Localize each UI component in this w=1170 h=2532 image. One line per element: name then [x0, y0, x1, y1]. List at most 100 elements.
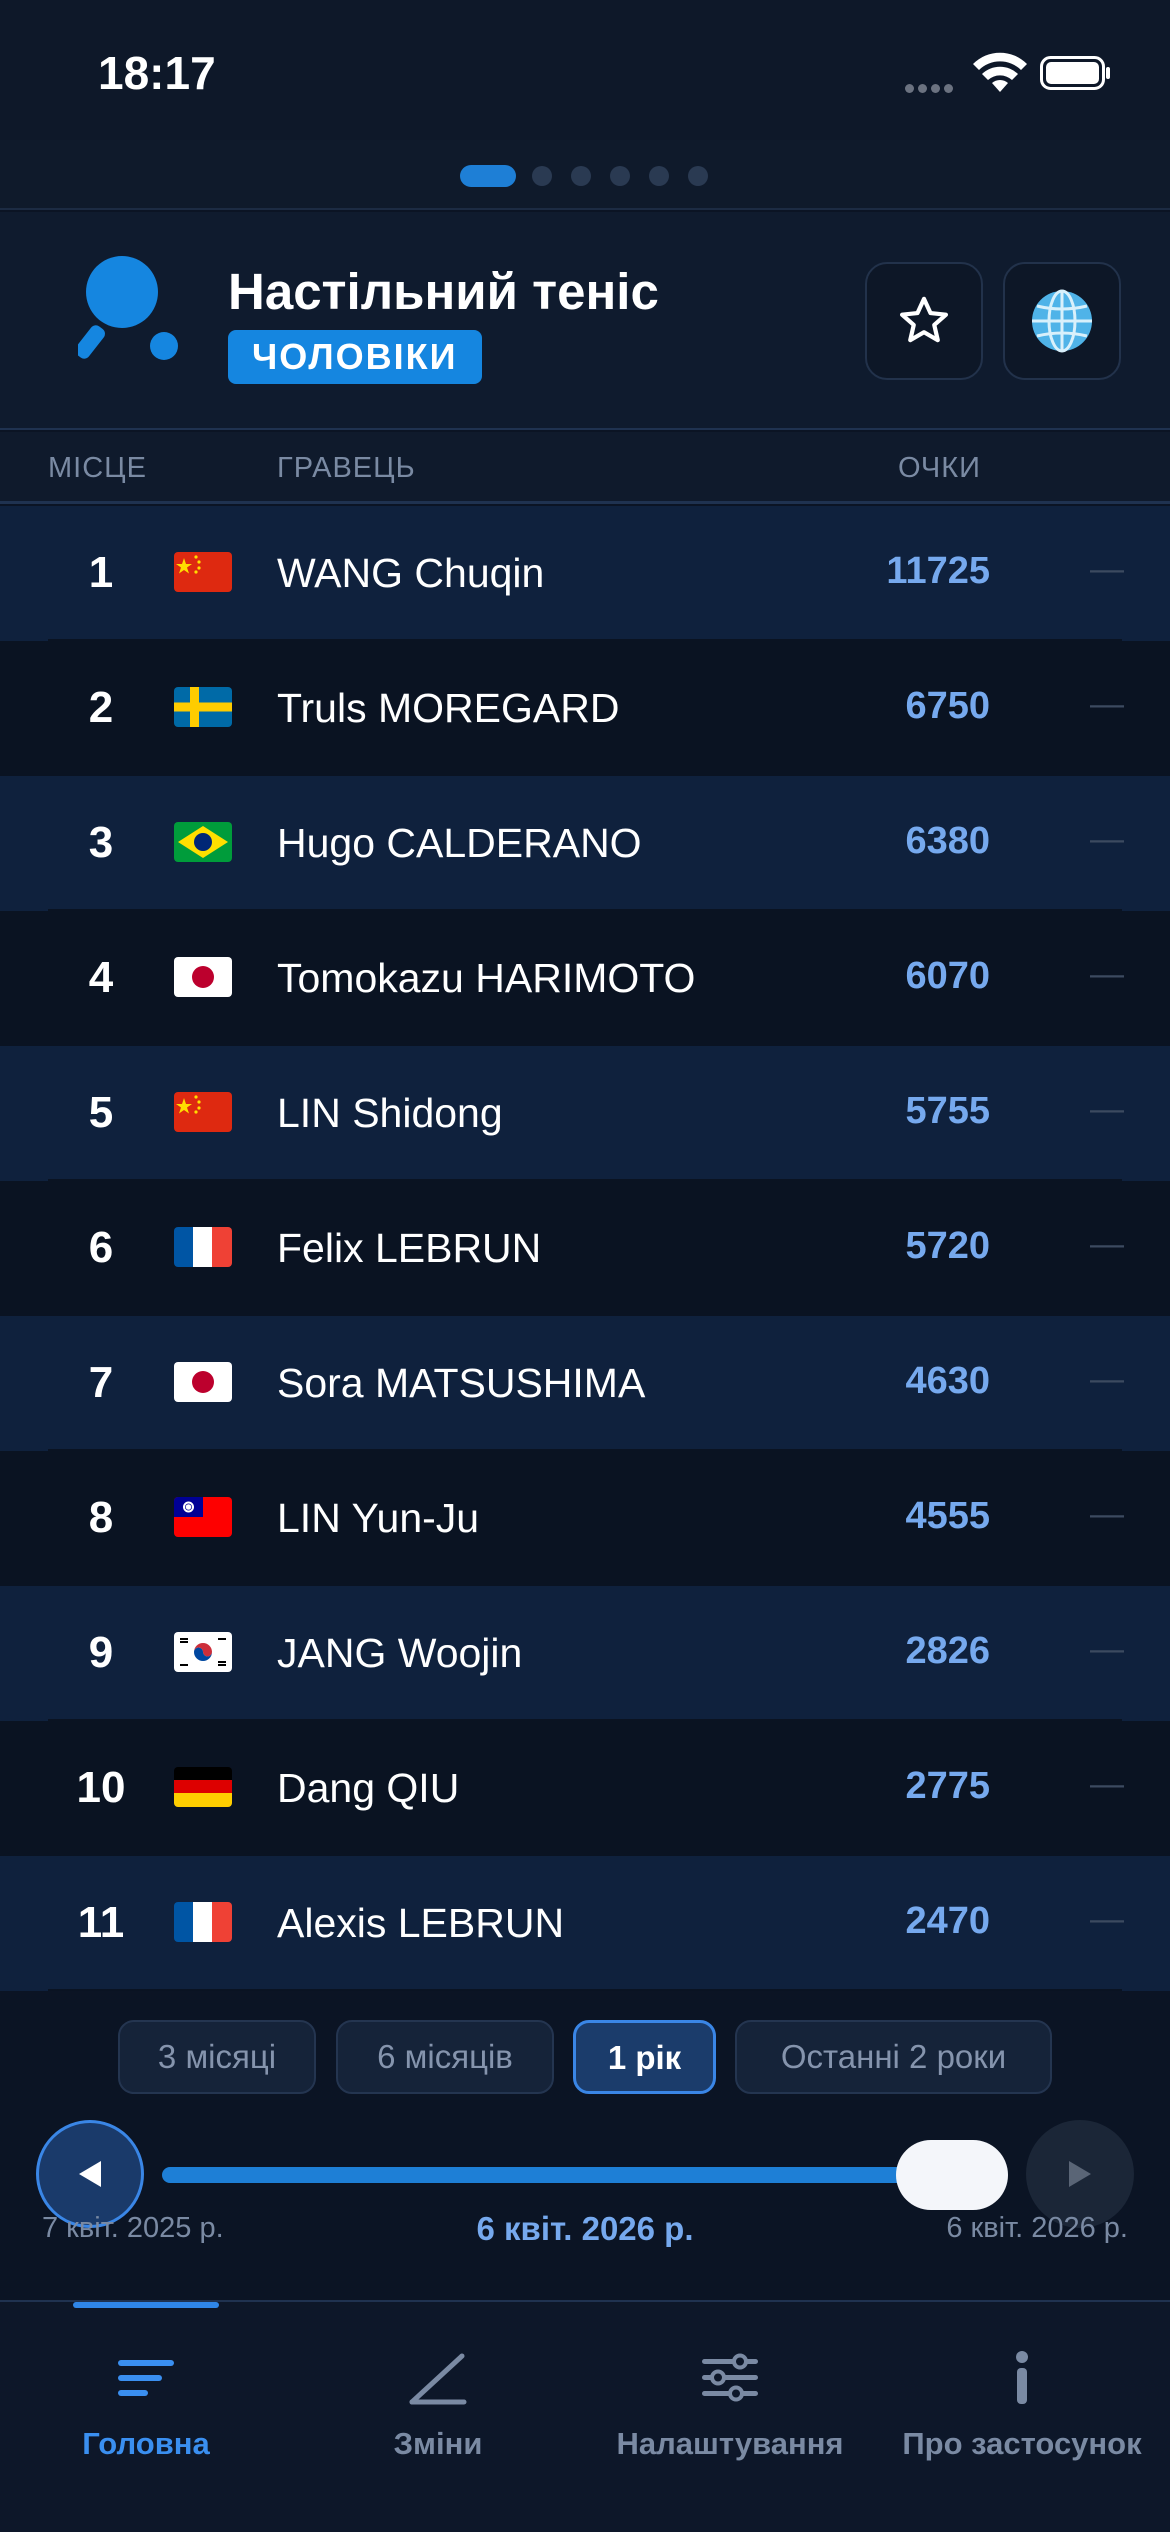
previous-date-button[interactable]: [36, 2120, 144, 2228]
row-rank: 1: [88, 548, 114, 597]
row-change: —: [1090, 1765, 1124, 1803]
status-bar: 18:17: [0, 0, 1170, 140]
row-divider: [48, 1449, 1122, 1451]
tab-bar: Головна Зміни Налаштування: [0, 2300, 1170, 2532]
row-points: 2470: [905, 1900, 990, 1942]
row-rank: 6: [88, 1223, 114, 1272]
row-rank: 3: [88, 818, 114, 867]
row-player-name: LIN Yun-Ju: [277, 1495, 480, 1541]
table-row[interactable]: 10 Dang QIU 2775 —: [0, 1721, 1170, 1856]
sport-header: Настільний теніс ЧОЛОВІКИ: [0, 212, 1170, 430]
row-player-name: Felix LEBRUN: [277, 1225, 542, 1271]
page-dot[interactable]: [688, 166, 708, 186]
row-player-name: Truls MOREGARD: [277, 685, 620, 731]
row-player-name: Dang QIU: [277, 1765, 460, 1811]
row-player-name: Hugo CALDERANO: [277, 820, 642, 866]
row-player-name: JANG Woojin: [277, 1630, 523, 1676]
ranking-list: 1 WANG Chuqin 11725 — 2 Truls MOREGARD 6750 — 3 H…: [0, 506, 1170, 1991]
row-rank: 9: [88, 1628, 114, 1677]
row-rank: 2: [88, 683, 114, 732]
row-points: 6380: [905, 820, 990, 862]
row-change: —: [1090, 685, 1124, 723]
row-change: —: [1090, 1090, 1124, 1128]
row-divider: [48, 1719, 1122, 1721]
wifi-icon: [973, 52, 1027, 92]
row-player-name: Alexis LEBRUN: [277, 1900, 565, 1946]
table-row[interactable]: 2 Truls MOREGARD 6750 —: [0, 641, 1170, 776]
row-player-name: Tomokazu HARIMOTO: [277, 955, 696, 1001]
row-change: —: [1090, 1900, 1124, 1938]
tab-home-label: Головна: [82, 2426, 210, 2461]
page-dot-active[interactable]: [460, 165, 516, 187]
tab-home[interactable]: Головна: [0, 2342, 292, 2462]
timeline-end-date: 6 квіт. 2026 р.: [946, 2212, 1128, 2244]
period-selector: 3 місяці 6 місяців 1 рік Останні 2 роки: [0, 2020, 1170, 2100]
changes-icon: [409, 2353, 467, 2405]
table-tennis-paddle-icon: [78, 256, 178, 360]
country-flag-icon: [174, 1632, 232, 1672]
row-points: 4630: [905, 1360, 990, 1402]
page-dot[interactable]: [571, 166, 591, 186]
row-player-name: Sora MATSUSHIMA: [277, 1360, 646, 1406]
row-rank: 5: [88, 1088, 114, 1137]
country-flag-icon: [174, 1362, 232, 1402]
country-flag-icon: [174, 687, 232, 727]
col-points-header: ОЧКИ: [898, 452, 981, 484]
period-chip-1y[interactable]: 1 рік: [573, 2020, 716, 2094]
row-points: 4555: [905, 1495, 990, 1537]
triangle-left-icon: [79, 2161, 101, 2187]
period-chip-6m[interactable]: 6 місяців: [336, 2020, 554, 2094]
tab-settings-label: Налаштування: [616, 2426, 844, 2461]
table-header: МІСЦЕ ГРАВЕЦЬ ОЧКИ: [0, 432, 1170, 504]
active-tab-indicator: [73, 2302, 219, 2308]
col-rank-header: МІСЦЕ: [48, 452, 147, 484]
timeline-track[interactable]: [162, 2167, 1002, 2183]
country-flag-icon: [174, 1902, 232, 1942]
info-icon: [1016, 2351, 1028, 2404]
country-flag-icon: [174, 822, 232, 862]
table-row[interactable]: 6 Felix LEBRUN 5720 —: [0, 1181, 1170, 1316]
country-flag-icon: [174, 552, 232, 592]
row-rank: 10: [76, 1763, 126, 1812]
status-time: 18:17: [98, 47, 216, 99]
star-icon: [899, 296, 949, 343]
page-indicator[interactable]: [0, 140, 1170, 210]
row-change: —: [1090, 1225, 1124, 1263]
next-date-button[interactable]: [1026, 2120, 1134, 2228]
row-points: 6070: [905, 955, 990, 997]
country-flag-icon: [174, 1092, 232, 1132]
row-points: 6750: [905, 685, 990, 727]
tab-settings[interactable]: Налаштування: [584, 2342, 876, 2462]
sliders-icon: [702, 2353, 758, 2402]
table-row[interactable]: 7 Sora MATSUSHIMA 4630 —: [0, 1316, 1170, 1451]
country-flag-icon: [174, 957, 232, 997]
region-button[interactable]: [1003, 262, 1121, 380]
timeline-current-date: 6 квіт. 2026 р.: [476, 2210, 694, 2247]
page-dot[interactable]: [610, 166, 630, 186]
page-dot[interactable]: [532, 166, 552, 186]
table-row[interactable]: 9 JANG Woojin 2826 —: [0, 1586, 1170, 1721]
cellular-signal-icon: [905, 80, 957, 98]
col-player-header: ГРАВЕЦЬ: [277, 452, 416, 484]
table-row[interactable]: 5 LIN Shidong 5755 —: [0, 1046, 1170, 1181]
favorite-button[interactable]: [865, 262, 983, 380]
timeline-thumb[interactable]: [896, 2140, 1008, 2210]
country-flag-icon: [174, 1497, 232, 1537]
row-points: 5720: [905, 1225, 990, 1267]
tab-changes[interactable]: Зміни: [292, 2342, 584, 2462]
tab-changes-label: Зміни: [393, 2426, 483, 2461]
table-row[interactable]: 4 Tomokazu HARIMOTO 6070 —: [0, 911, 1170, 1046]
table-row[interactable]: 3 Hugo CALDERANO 6380 —: [0, 776, 1170, 911]
country-flag-icon: [174, 1227, 232, 1267]
table-row[interactable]: 1 WANG Chuqin 11725 —: [0, 506, 1170, 641]
row-change: —: [1090, 1495, 1124, 1533]
tab-about[interactable]: Про застосунок: [876, 2342, 1168, 2462]
period-chip-3m[interactable]: 3 місяці: [118, 2020, 316, 2094]
table-row[interactable]: 8 LIN Yun-Ju 4555 —: [0, 1451, 1170, 1586]
page-dot[interactable]: [649, 166, 669, 186]
table-row[interactable]: 11 Alexis LEBRUN 2470 —: [0, 1856, 1170, 1991]
row-divider: [48, 1044, 1122, 1046]
page-title: Настільний теніс: [228, 263, 659, 320]
category-badge[interactable]: ЧОЛОВІКИ: [228, 330, 482, 384]
period-chip-2y[interactable]: Останні 2 роки: [735, 2020, 1052, 2094]
